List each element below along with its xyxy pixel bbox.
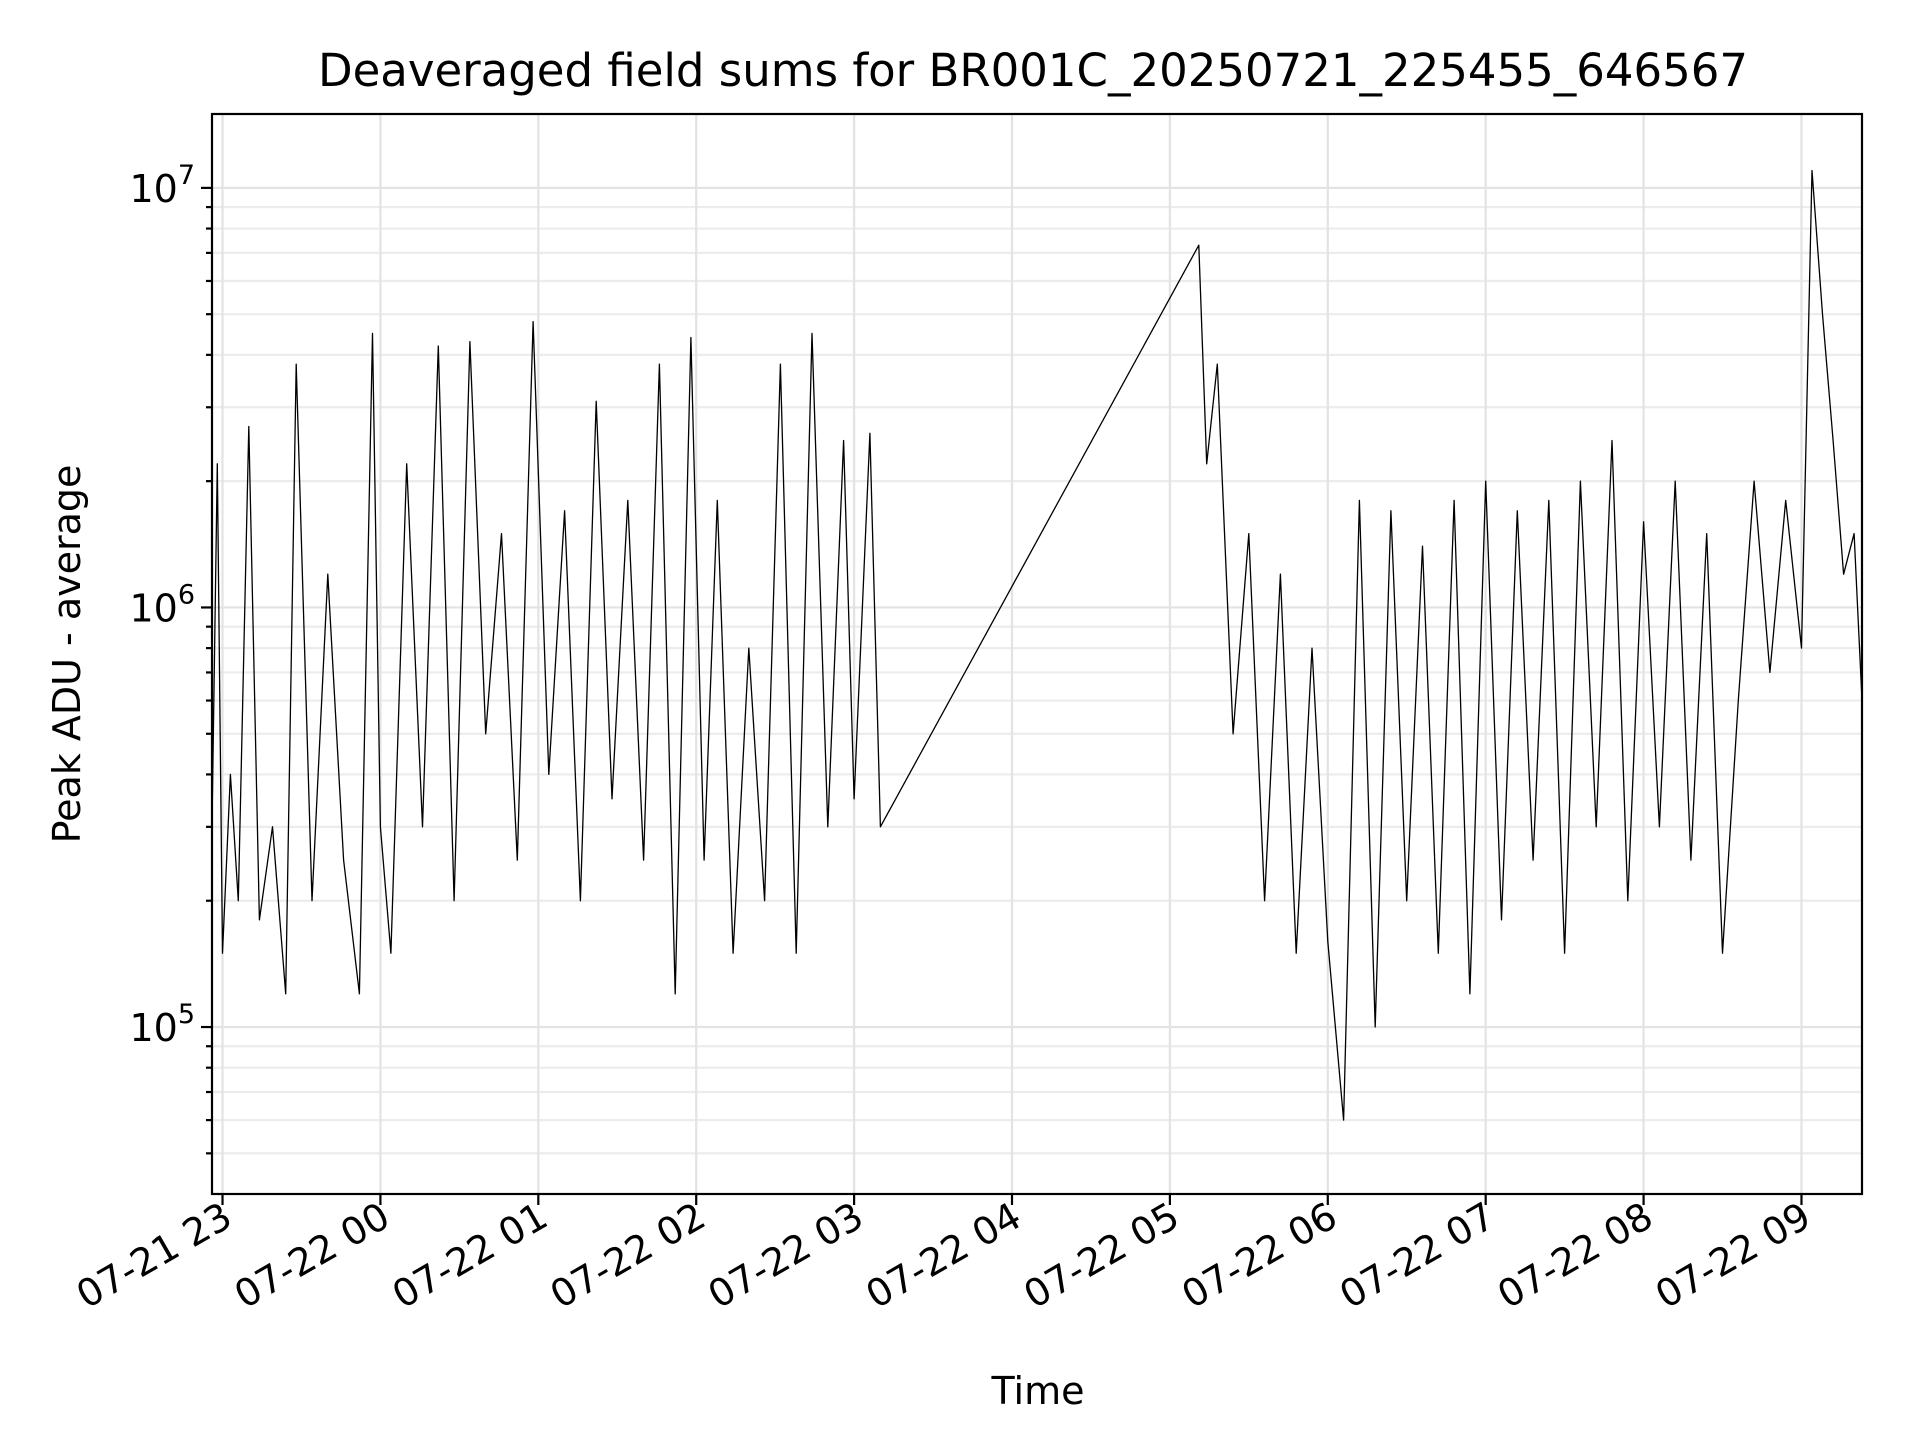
x-axis-label: Time — [991, 1369, 1085, 1413]
y-axis-label: Peak ADU - average — [45, 465, 89, 844]
x-tick-label: 07-22 05 — [1016, 1194, 1186, 1318]
y-tick-label: 107 — [129, 160, 195, 211]
x-tick-label: 07-22 04 — [859, 1194, 1029, 1318]
x-tick-label: 07-22 02 — [543, 1194, 713, 1318]
series-line — [211, 169, 1863, 1121]
x-tick-label: 07-21 23 — [69, 1194, 239, 1318]
y-axis: 105 106 107 — [129, 160, 212, 1155]
x-tick-label: 07-22 09 — [1648, 1194, 1818, 1318]
x-tick-label: 07-22 03 — [701, 1194, 871, 1318]
grid-lines — [212, 114, 1862, 1194]
x-tick-label: 07-22 01 — [385, 1194, 555, 1318]
y-tick-label: 106 — [129, 579, 195, 630]
plot-frame — [210, 112, 1864, 1196]
chart-title: Deaveraged field sums for BR001C_2025072… — [318, 44, 1748, 97]
x-tick-label: 07-22 06 — [1174, 1194, 1344, 1318]
x-tick-label: 07-22 07 — [1332, 1194, 1502, 1318]
x-tick-label: 07-22 08 — [1490, 1194, 1660, 1318]
x-tick-label: 07-22 00 — [227, 1194, 397, 1318]
y-tick-label: 105 — [129, 999, 195, 1050]
series-layer — [211, 169, 1863, 1121]
